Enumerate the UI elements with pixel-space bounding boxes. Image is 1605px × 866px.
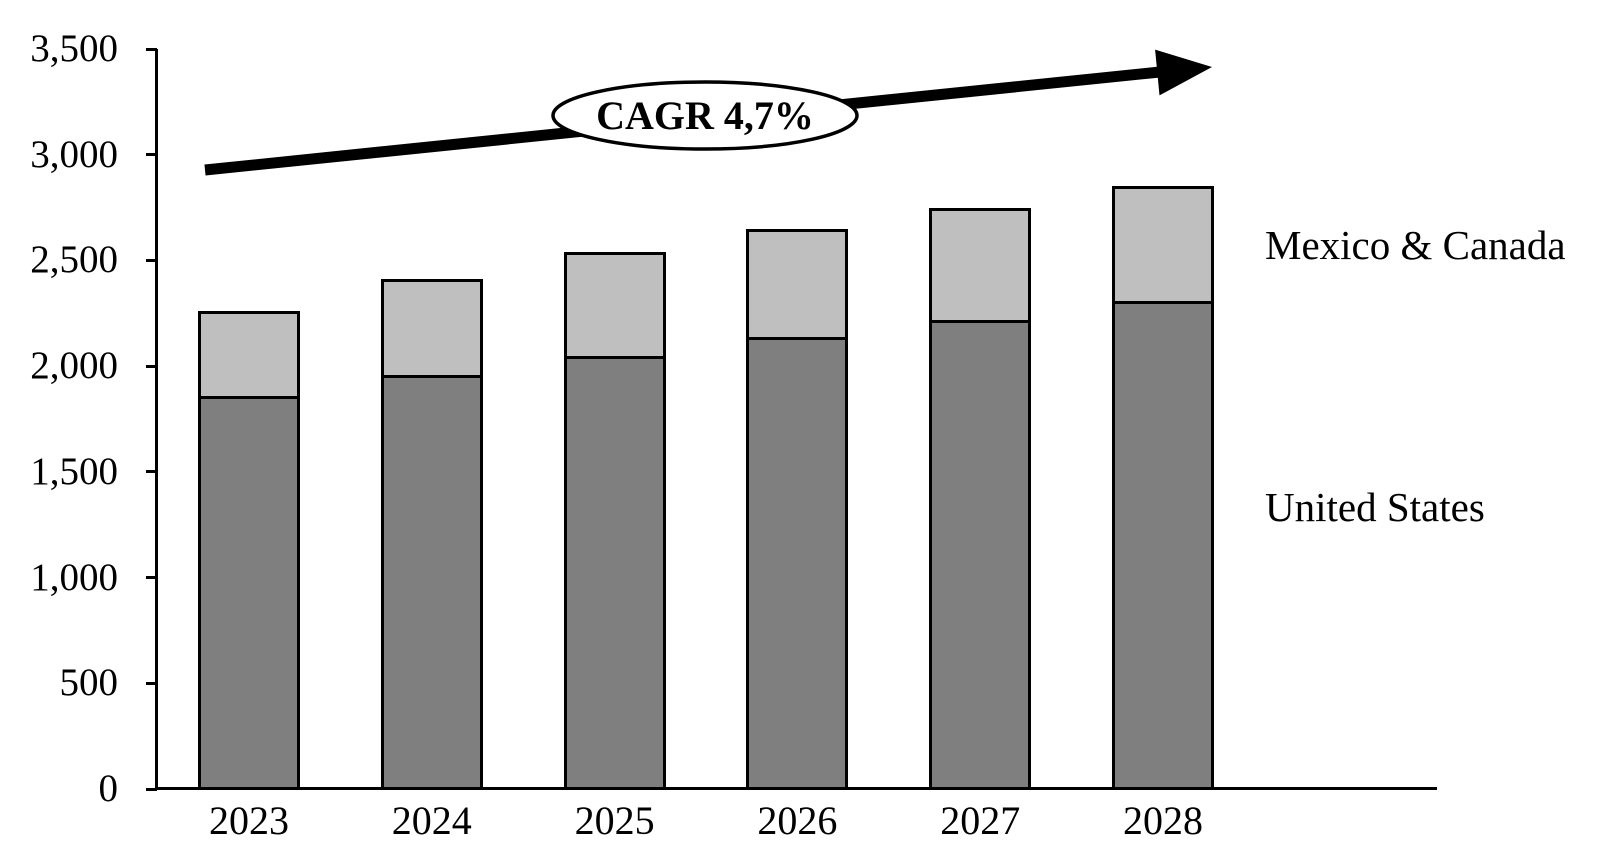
bar-segment-divider (932, 320, 1029, 324)
x-tick-label-2026: 2026 (757, 798, 838, 843)
bar-segment-united-states (566, 359, 663, 788)
bar-segment-united-states (201, 399, 297, 788)
bar-segment-united-states (749, 340, 846, 788)
x-tick-label-2023: 2023 (209, 798, 289, 843)
y-tick (146, 364, 157, 368)
bar-segment-divider (566, 356, 663, 360)
bar-2024 (380, 279, 483, 791)
x-tick-label-2028: 2028 (1123, 798, 1203, 843)
bar-2028 (1112, 186, 1214, 791)
bar-segment-united-states (383, 378, 480, 788)
y-tick-label: 1,500 (30, 449, 118, 493)
y-tick (146, 576, 157, 580)
y-tick-label: 500 (59, 661, 119, 705)
y-tick-label: 0 (98, 767, 119, 810)
series-label-united-states: United States (1265, 484, 1485, 530)
y-tick (146, 681, 157, 685)
y-tick-label: 2,500 (30, 238, 118, 282)
y-tick (146, 787, 157, 791)
bar-2026 (746, 228, 849, 791)
bar-segment-divider (1115, 301, 1211, 305)
y-tick-label: 2,000 (30, 344, 118, 388)
bar-segment-united-states (1115, 304, 1211, 788)
y-tick (146, 153, 157, 157)
y-axis-line (155, 49, 158, 790)
bar-segment-divider (749, 337, 846, 341)
bar-segment-divider (201, 396, 297, 400)
x-tick-label-2025: 2025 (574, 798, 655, 843)
y-tick-label: 3,000 (30, 132, 118, 176)
y-tick-label: 3,500 (30, 27, 118, 70)
bar-2025 (563, 251, 666, 791)
y-tick-label: 1,000 (30, 555, 118, 599)
y-tick (146, 470, 157, 474)
x-tick-label-2024: 2024 (391, 798, 472, 843)
y-tick (146, 258, 157, 262)
cagr-label: CAGR 4,7% (596, 93, 814, 138)
growth-arrow-head (1155, 49, 1212, 96)
bar-segment-divider (383, 375, 480, 379)
bar-2027 (929, 207, 1032, 791)
series-label-mexico-canada: Mexico & Canada (1265, 222, 1566, 268)
bar-2023 (198, 311, 300, 791)
y-tick (146, 47, 157, 51)
bar-segment-united-states (932, 323, 1029, 788)
x-tick-label-2027: 2027 (940, 798, 1021, 843)
